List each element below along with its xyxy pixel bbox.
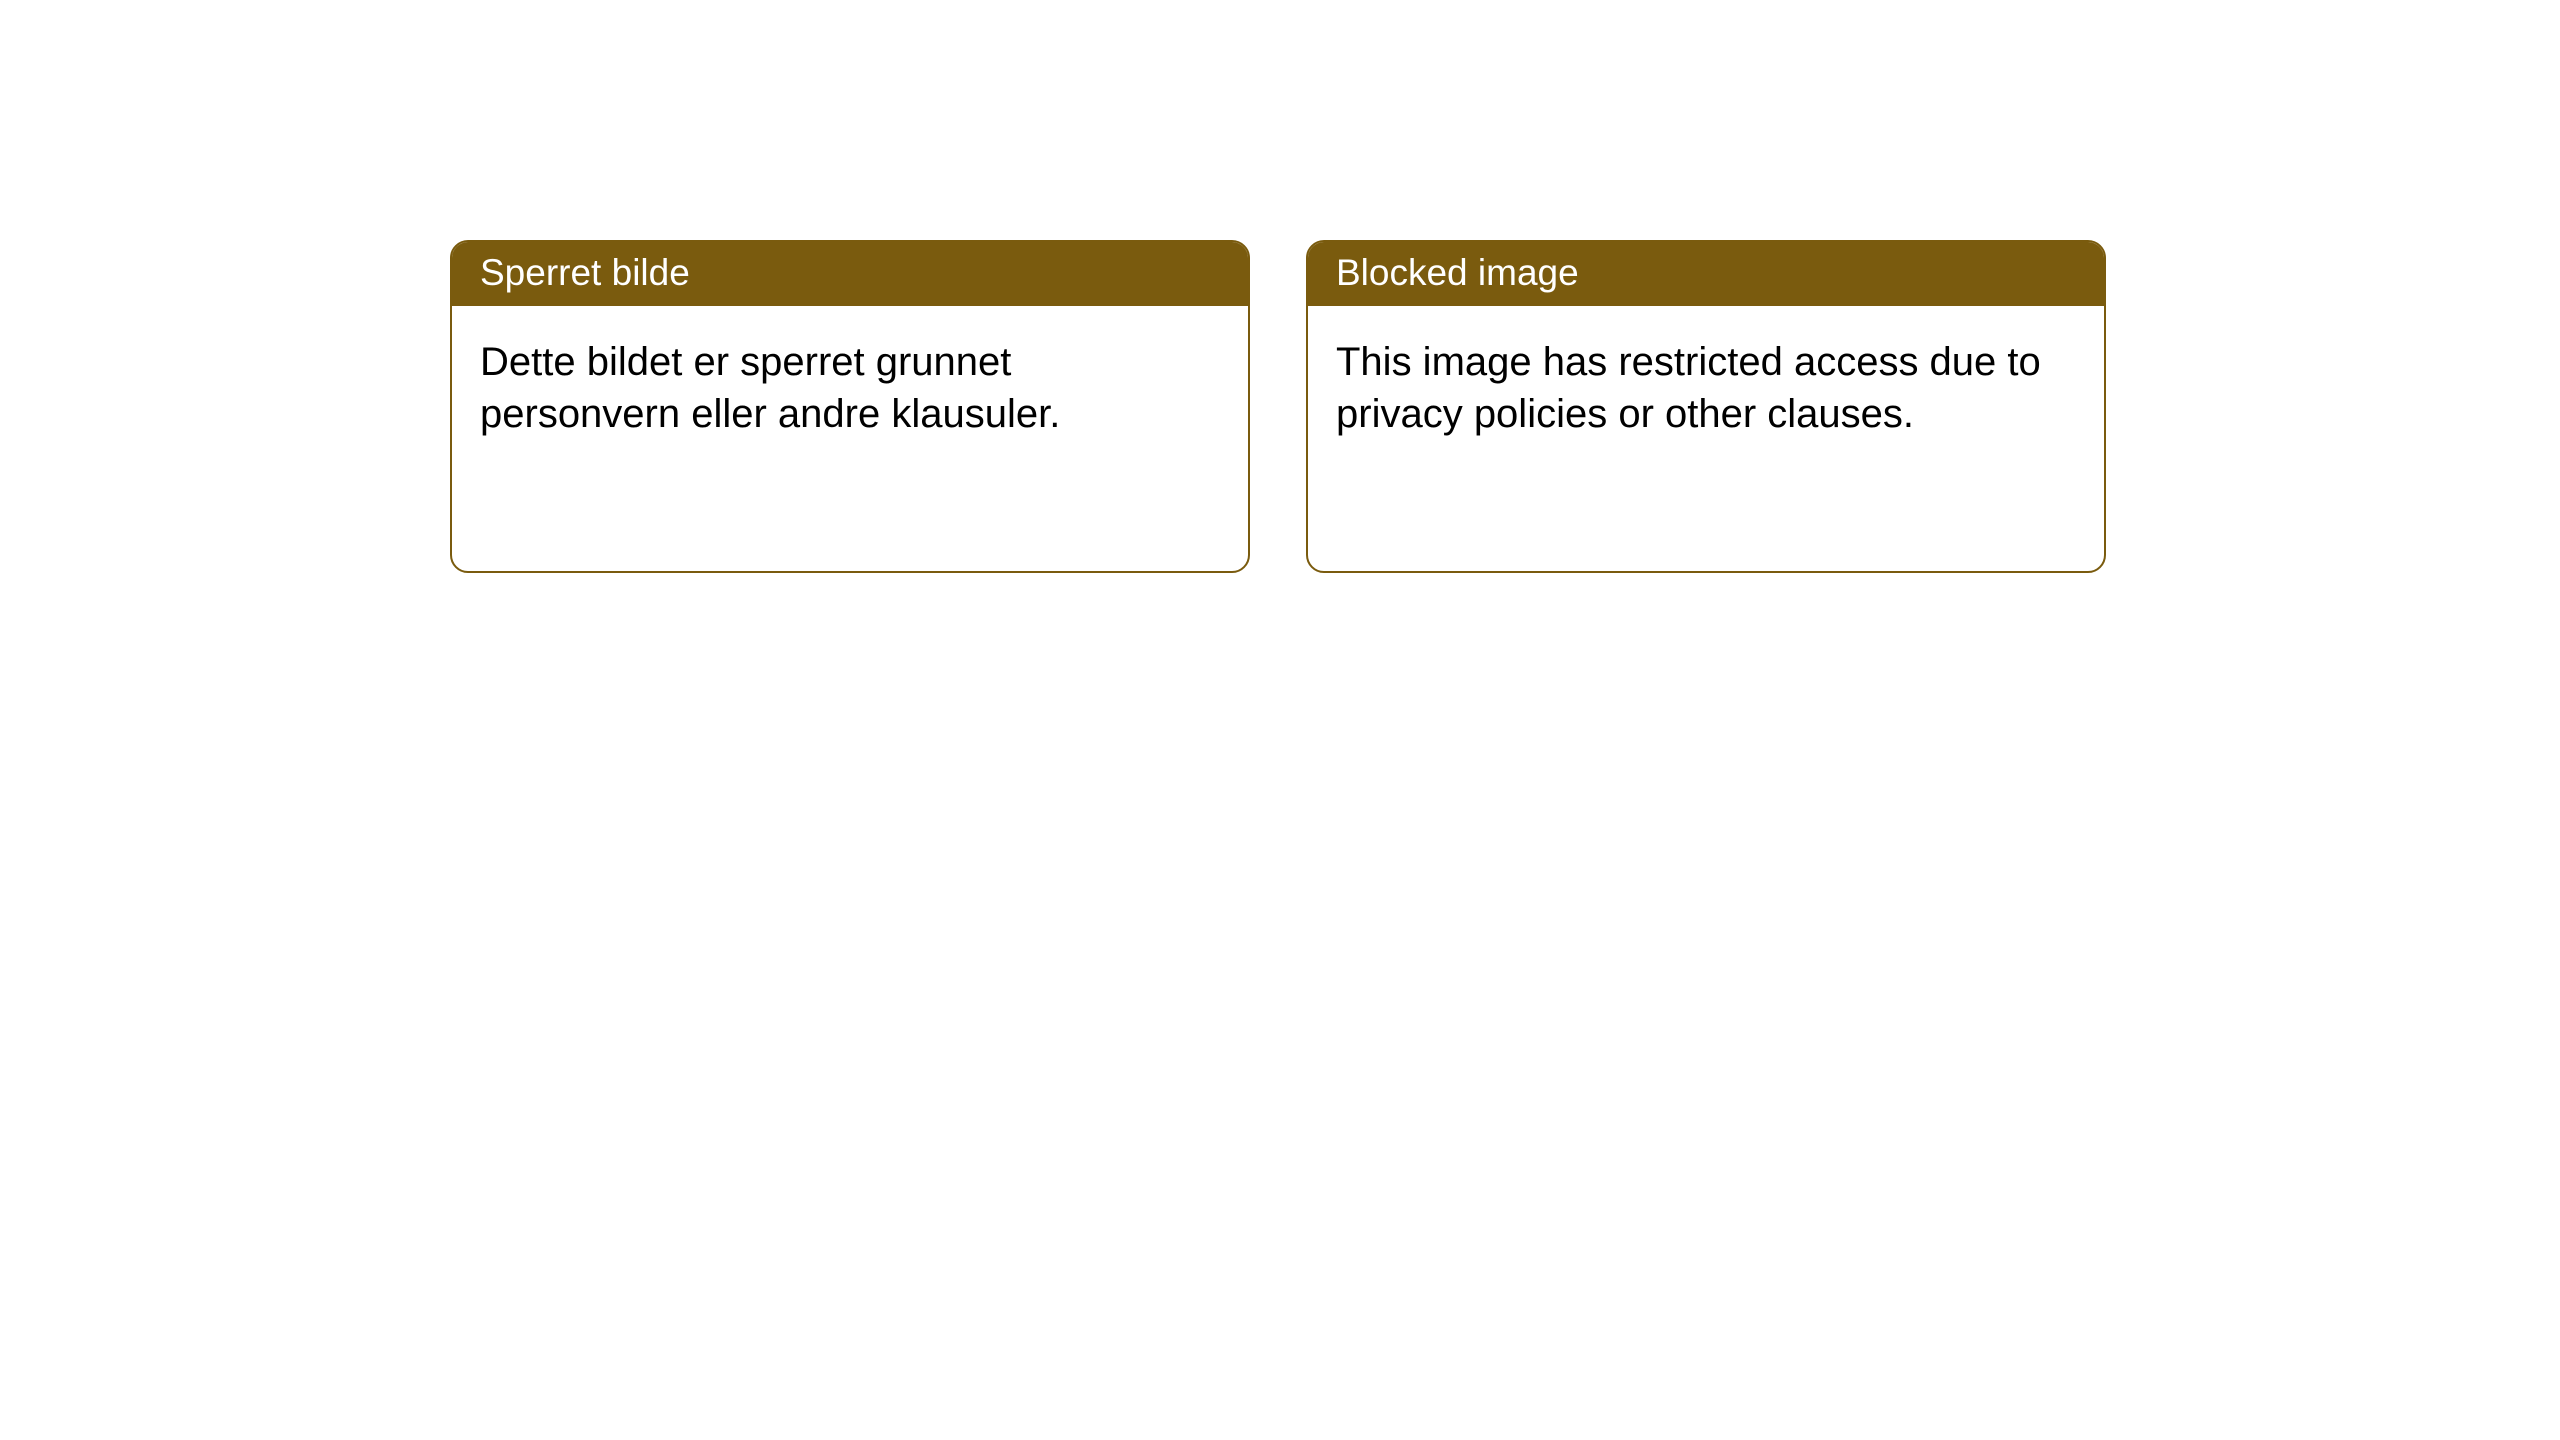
notice-header: Sperret bilde [452, 242, 1248, 306]
notice-body-text: This image has restricted access due to … [1336, 340, 2041, 436]
notice-container: Sperret bilde Dette bildet er sperret gr… [0, 0, 2560, 573]
notice-header: Blocked image [1308, 242, 2104, 306]
notice-title: Sperret bilde [480, 252, 690, 293]
notice-body-text: Dette bildet er sperret grunnet personve… [480, 340, 1060, 436]
notice-box-norwegian: Sperret bilde Dette bildet er sperret gr… [450, 240, 1250, 573]
notice-box-english: Blocked image This image has restricted … [1306, 240, 2106, 573]
notice-body: Dette bildet er sperret grunnet personve… [452, 306, 1248, 470]
notice-body: This image has restricted access due to … [1308, 306, 2104, 470]
notice-title: Blocked image [1336, 252, 1579, 293]
